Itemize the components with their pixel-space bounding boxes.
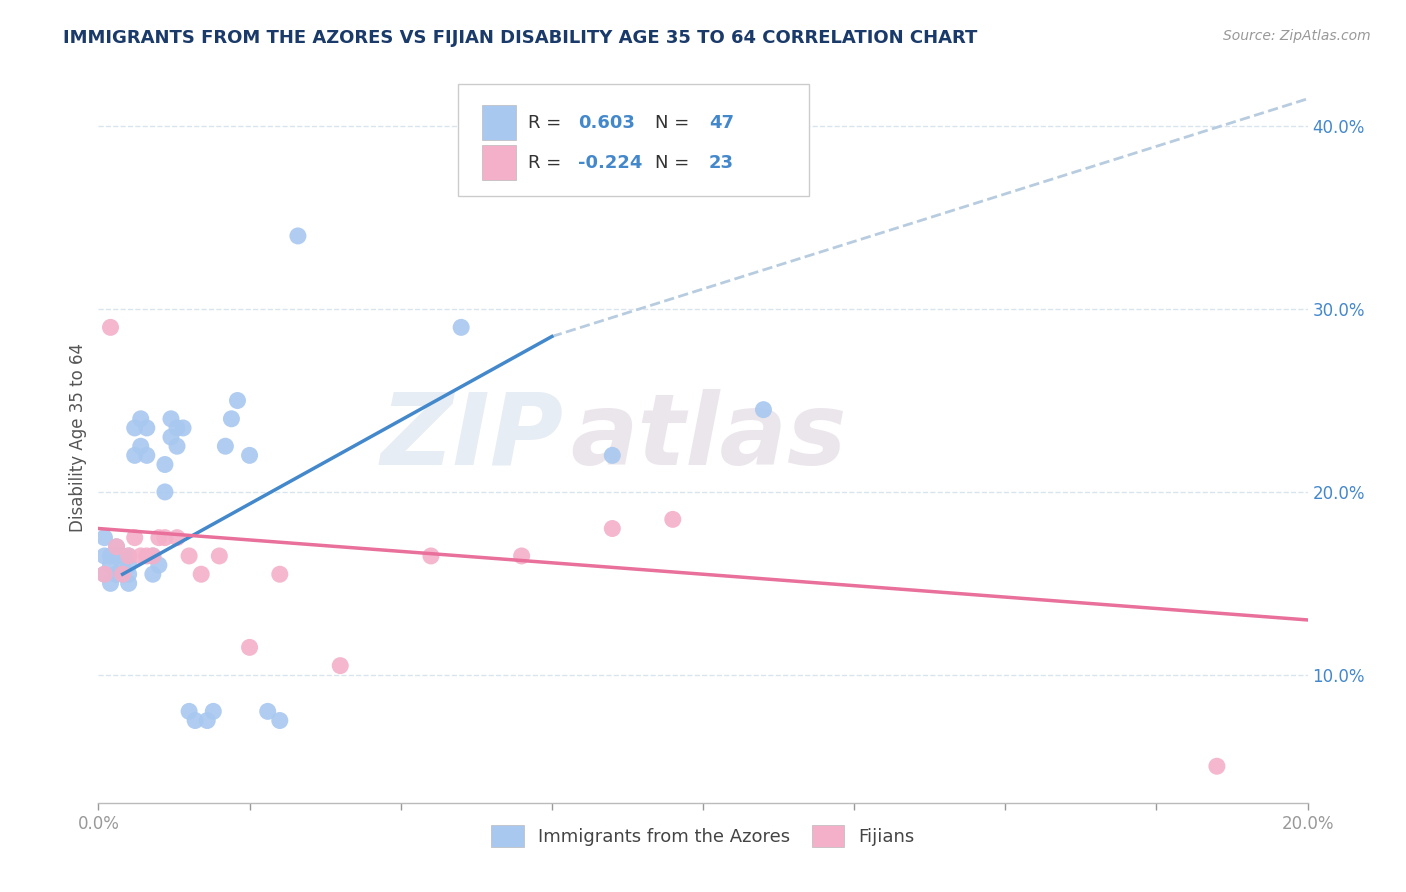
Point: [111, 567, 134, 582]
Point: [166, 439, 188, 453]
Point: [148, 531, 170, 545]
Point: [111, 558, 134, 573]
Point: [179, 549, 201, 563]
Point: [105, 567, 128, 582]
Point: [160, 412, 183, 426]
Point: [172, 421, 194, 435]
Point: [153, 531, 176, 545]
Point: [239, 448, 262, 462]
Point: [105, 549, 128, 563]
Point: [105, 540, 128, 554]
Point: [602, 448, 624, 462]
Point: [93, 549, 115, 563]
Point: [124, 531, 146, 545]
Point: [510, 549, 533, 563]
Point: [118, 549, 141, 563]
Point: [118, 567, 141, 582]
Point: [752, 402, 775, 417]
Point: [142, 549, 165, 563]
Point: [93, 567, 115, 582]
Point: [329, 658, 352, 673]
Point: [100, 320, 122, 334]
Point: [269, 714, 291, 728]
Text: atlas: atlas: [569, 389, 846, 485]
Point: [166, 531, 188, 545]
Point: [214, 439, 236, 453]
Point: [287, 228, 309, 243]
Point: [239, 640, 262, 655]
Point: [135, 549, 157, 563]
Point: [226, 393, 249, 408]
Point: [420, 549, 443, 563]
Point: [142, 567, 165, 582]
Text: N =: N =: [655, 113, 695, 131]
Point: [93, 567, 115, 582]
Point: [184, 714, 207, 728]
Point: [129, 439, 152, 453]
Text: -0.224: -0.224: [578, 153, 643, 172]
Point: [1206, 759, 1229, 773]
Point: [256, 705, 278, 719]
Point: [93, 531, 115, 545]
Point: [129, 549, 152, 563]
Point: [118, 576, 141, 591]
Point: [160, 430, 183, 444]
Text: ZIP: ZIP: [381, 389, 564, 485]
Point: [269, 567, 291, 582]
Point: [661, 512, 683, 526]
Point: [118, 549, 141, 563]
Point: [111, 549, 134, 563]
Point: [148, 558, 170, 573]
Point: [166, 421, 188, 435]
Point: [195, 714, 218, 728]
Point: [100, 576, 122, 591]
Text: R =: R =: [527, 153, 567, 172]
Point: [124, 421, 146, 435]
Point: [221, 412, 243, 426]
Point: [179, 705, 201, 719]
Point: [450, 320, 472, 334]
Point: [100, 558, 122, 573]
Text: IMMIGRANTS FROM THE AZORES VS FIJIAN DISABILITY AGE 35 TO 64 CORRELATION CHART: IMMIGRANTS FROM THE AZORES VS FIJIAN DIS…: [63, 29, 977, 47]
Legend: Immigrants from the Azores, Fijians: Immigrants from the Azores, Fijians: [482, 816, 924, 856]
Point: [202, 705, 225, 719]
Text: Source: ZipAtlas.com: Source: ZipAtlas.com: [1223, 29, 1371, 44]
FancyBboxPatch shape: [457, 84, 810, 196]
Point: [190, 567, 212, 582]
Point: [105, 540, 128, 554]
Bar: [482, 105, 516, 140]
Point: [142, 549, 165, 563]
Text: R =: R =: [527, 113, 567, 131]
Point: [100, 549, 122, 563]
Point: [153, 458, 176, 472]
Point: [118, 558, 141, 573]
Y-axis label: Disability Age 35 to 64: Disability Age 35 to 64: [69, 343, 87, 532]
Text: 0.603: 0.603: [578, 113, 636, 131]
Text: N =: N =: [655, 153, 695, 172]
Point: [105, 567, 128, 582]
Point: [129, 412, 152, 426]
Text: 47: 47: [709, 113, 734, 131]
Point: [602, 521, 624, 535]
Point: [135, 448, 157, 462]
Point: [124, 448, 146, 462]
Point: [135, 421, 157, 435]
Point: [111, 567, 134, 582]
Bar: [482, 145, 516, 180]
Text: 23: 23: [709, 153, 734, 172]
Point: [208, 549, 231, 563]
Point: [153, 485, 176, 500]
